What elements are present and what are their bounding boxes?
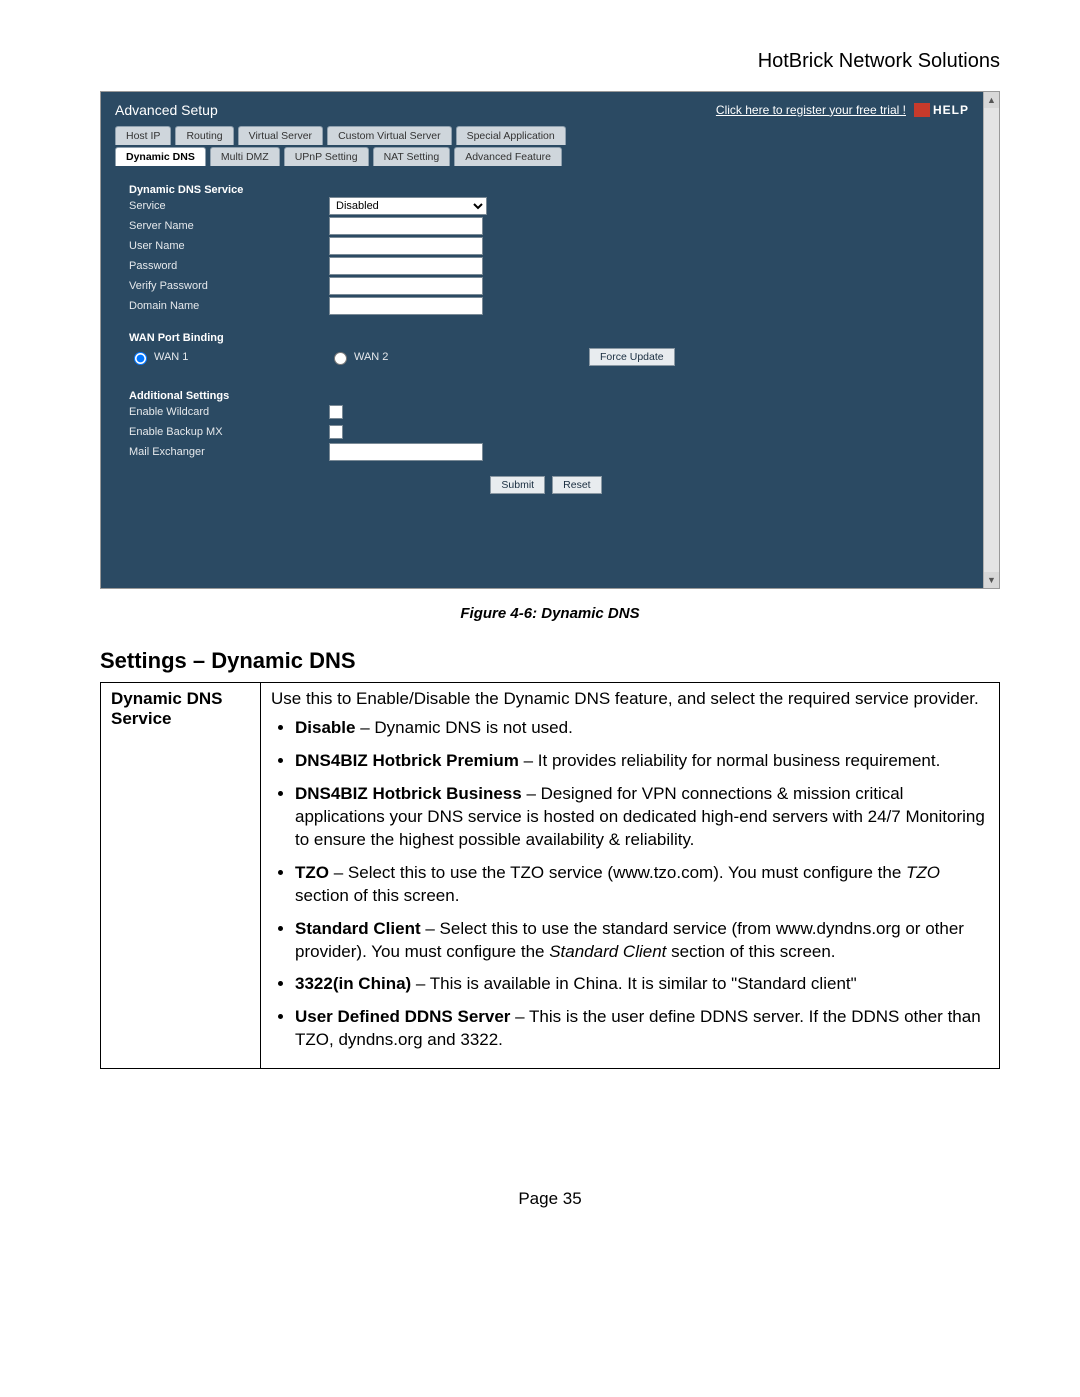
tabs-row-1: Host IPRouting Virtual ServerCustom Virtu… — [101, 126, 983, 145]
register-trial-link[interactable]: Click here to register your free trial ! — [716, 103, 906, 117]
list-item: TZO – Select this to use the TZO service… — [295, 862, 989, 908]
tab-advanced-feature[interactable]: Advanced Feature — [454, 147, 562, 166]
help-button[interactable]: HELP — [914, 103, 969, 117]
label-mail-exchanger: Mail Exchanger — [129, 446, 329, 458]
button-row: Submit Reset — [129, 462, 963, 502]
settings-table: Dynamic DNS Service Use this to Enable/D… — [100, 682, 1000, 1069]
list-item: 3322(in China) – This is available in Ch… — [295, 973, 989, 996]
scrollbar[interactable]: ▲ ▼ — [983, 92, 999, 588]
tab-upnp-setting[interactable]: UPnP Setting — [284, 147, 369, 166]
section-heading-ddns: Dynamic DNS Service — [129, 178, 963, 196]
enable-backup-mx-checkbox[interactable] — [329, 425, 343, 439]
scroll-up-icon[interactable]: ▲ — [984, 92, 999, 108]
label-server-name: Server Name — [129, 220, 329, 232]
domain-name-input[interactable] — [329, 297, 483, 315]
enable-wildcard-checkbox[interactable] — [329, 405, 343, 419]
wan2-radio[interactable]: WAN 2 — [329, 349, 589, 365]
settings-heading: Settings – Dynamic DNS — [100, 648, 1000, 674]
page-number: Page 35 — [100, 1189, 1000, 1209]
force-update-button[interactable]: Force Update — [589, 348, 675, 366]
tab-routing[interactable]: Routing — [175, 126, 233, 145]
mail-exchanger-input[interactable] — [329, 443, 483, 461]
verify-password-input[interactable] — [329, 277, 483, 295]
settings-list: Disable – Dynamic DNS is not used. DNS4BI… — [271, 717, 989, 1052]
label-user-name: User Name — [129, 240, 329, 252]
tab-custom-virtual-server[interactable]: Custom Virtual Server — [327, 126, 452, 145]
settings-intro: Use this to Enable/Disable the Dynamic D… — [271, 689, 989, 709]
app-title: Advanced Setup — [115, 102, 218, 118]
figure-caption: Figure 4-6: Dynamic DNS — [100, 605, 1000, 622]
help-label: HELP — [933, 103, 969, 117]
tab-multi-dmz[interactable]: Multi DMZ — [210, 147, 280, 166]
wan1-radio[interactable]: WAN 1 — [129, 349, 329, 365]
list-item: User Defined DDNS Server – This is the u… — [295, 1006, 989, 1052]
label-password: Password — [129, 260, 329, 272]
section-heading-wan: WAN Port Binding — [129, 326, 963, 344]
tabs-row-2: Dynamic DNSMulti DMZUPnP SettingNAT Sett… — [101, 147, 983, 166]
list-item: DNS4BIZ Hotbrick Business – Designed for… — [295, 783, 989, 852]
label-domain-name: Domain Name — [129, 300, 329, 312]
list-item: DNS4BIZ Hotbrick Premium – It provides r… — [295, 750, 989, 773]
settings-row-content: Use this to Enable/Disable the Dynamic D… — [261, 683, 1000, 1069]
wan2-radio-input[interactable] — [334, 352, 347, 365]
service-select[interactable]: Disabled — [329, 197, 487, 215]
submit-button[interactable]: Submit — [490, 476, 545, 494]
list-item: Disable – Dynamic DNS is not used. — [295, 717, 989, 740]
tab-nat-setting[interactable]: NAT Setting — [373, 147, 451, 166]
label-enable-backup-mx: Enable Backup MX — [129, 426, 329, 438]
help-icon — [914, 103, 930, 117]
wan2-label: WAN 2 — [354, 351, 388, 363]
password-input[interactable] — [329, 257, 483, 275]
server-name-input[interactable] — [329, 217, 483, 235]
tab-special-application[interactable]: Special Application — [456, 126, 566, 145]
user-name-input[interactable] — [329, 237, 483, 255]
document-header: HotBrick Network Solutions — [100, 50, 1000, 73]
label-enable-wildcard: Enable Wildcard — [129, 406, 329, 418]
label-service: Service — [129, 200, 329, 212]
app-window: ▲ ▼ Advanced Setup Click here to registe… — [100, 91, 1000, 589]
tab-host-ip[interactable]: Host IP — [115, 126, 171, 145]
label-verify-password: Verify Password — [129, 280, 329, 292]
scroll-down-icon[interactable]: ▼ — [984, 572, 999, 588]
wan1-label: WAN 1 — [154, 351, 188, 363]
wan1-radio-input[interactable] — [134, 352, 147, 365]
section-heading-additional: Additional Settings — [129, 384, 963, 402]
settings-row-label: Dynamic DNS Service — [101, 683, 261, 1069]
tab-virtual-server[interactable]: Virtual Server — [238, 126, 323, 145]
tab-dynamic-dns[interactable]: Dynamic DNS — [115, 147, 206, 166]
list-item: Standard Client – Select this to use the… — [295, 918, 989, 964]
reset-button[interactable]: Reset — [552, 476, 601, 494]
